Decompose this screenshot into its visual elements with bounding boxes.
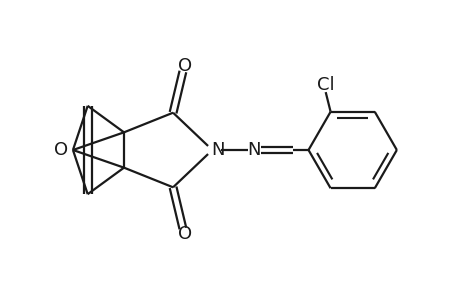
Text: Cl: Cl (316, 76, 334, 94)
Text: O: O (54, 141, 68, 159)
Text: N: N (246, 141, 260, 159)
Text: O: O (177, 57, 191, 75)
Text: O: O (177, 225, 191, 243)
Text: N: N (211, 141, 224, 159)
